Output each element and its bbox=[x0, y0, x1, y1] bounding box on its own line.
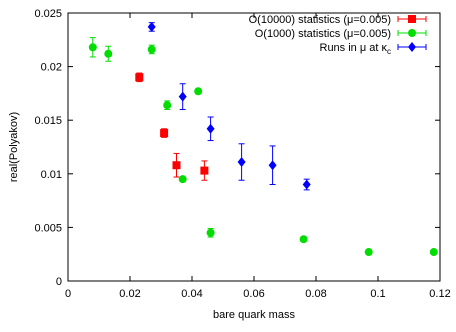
data-point bbox=[163, 101, 172, 110]
x-axis-label: bare quark mass bbox=[213, 309, 295, 321]
legend-label-o10000: O(10000) statistics (μ=0.005) bbox=[249, 14, 391, 26]
y-tick-label: 0.02 bbox=[41, 62, 62, 74]
legend-label-mu: μ bbox=[347, 14, 353, 26]
x-tick-label: 0 bbox=[65, 288, 71, 300]
data-point bbox=[429, 248, 438, 257]
x-tick-label: 0.08 bbox=[305, 288, 326, 300]
data-point bbox=[200, 166, 209, 175]
legend-swatch-o1000 bbox=[397, 29, 427, 37]
legend-entry-o1000: O(1000) statistics (μ=0.005) bbox=[255, 28, 427, 40]
data-point bbox=[206, 228, 215, 237]
y-tick-label: 0 bbox=[56, 276, 62, 288]
legend-label-main: Runs in bbox=[320, 42, 360, 54]
data-point bbox=[178, 175, 187, 184]
data-point bbox=[299, 235, 308, 244]
y-tick-label: 0.025 bbox=[34, 8, 62, 20]
legend-label-mid: at bbox=[366, 42, 381, 54]
legend-entry-runs: Runs in μ at κc bbox=[320, 42, 427, 56]
data-point bbox=[178, 91, 187, 102]
data-point bbox=[147, 21, 156, 32]
data-point bbox=[206, 123, 215, 134]
x-tick-label: 0.1 bbox=[370, 288, 385, 300]
data-point bbox=[135, 73, 144, 82]
data-point bbox=[268, 160, 277, 171]
x-tick-label: 0.12 bbox=[429, 288, 450, 300]
legend-label-tail: =0.005) bbox=[353, 14, 391, 26]
y-tick-label: 0.015 bbox=[34, 115, 62, 127]
legend-label-mu: μ bbox=[360, 42, 366, 54]
x-tick-label: 0.04 bbox=[181, 288, 202, 300]
data-point bbox=[172, 161, 181, 170]
series-square bbox=[135, 72, 209, 181]
legend-swatch-runs bbox=[397, 42, 427, 52]
legend-label-mu: μ bbox=[347, 28, 353, 40]
x-tick-label: 0.06 bbox=[243, 288, 264, 300]
legend-label-kappa: κ bbox=[382, 42, 388, 54]
data-point bbox=[237, 157, 246, 168]
data-point bbox=[302, 179, 311, 190]
data-point bbox=[160, 129, 169, 138]
legend-entry-o10000: O(10000) statistics (μ=0.005) bbox=[249, 14, 427, 26]
data-point bbox=[194, 87, 203, 96]
legend: O(10000) statistics (μ=0.005) O(1000) st… bbox=[249, 14, 427, 56]
series-circle bbox=[88, 37, 438, 257]
data-point bbox=[147, 45, 156, 54]
legend-label-main: O(10000) statistics ( bbox=[249, 14, 348, 26]
legend-marker bbox=[408, 42, 416, 52]
legend-label-sub: c bbox=[387, 47, 391, 56]
y-axis-label: real(Polyakov) bbox=[8, 112, 20, 182]
data-point bbox=[88, 43, 97, 52]
legend-label-main: O(1000) statistics ( bbox=[255, 28, 348, 40]
legend-label-runs: Runs in μ at κc bbox=[320, 42, 392, 56]
data-series bbox=[88, 21, 438, 257]
data-point bbox=[364, 248, 373, 257]
x-tick-label: 0.02 bbox=[119, 288, 140, 300]
legend-label-o1000: O(1000) statistics (μ=0.005) bbox=[255, 28, 391, 40]
data-point bbox=[104, 49, 113, 58]
y-tick-label: 0.005 bbox=[34, 222, 62, 234]
y-tick-label: 0.01 bbox=[41, 169, 62, 181]
legend-marker bbox=[408, 29, 416, 37]
legend-swatch-o10000 bbox=[397, 15, 427, 23]
legend-label-tail: =0.005) bbox=[353, 28, 391, 40]
x-axis: 0 0.02 0.04 0.06 0.08 0.1 0.12 bbox=[65, 13, 451, 300]
y-axis: 0 0.005 0.01 0.015 0.02 0.025 bbox=[34, 8, 440, 288]
series-diamond bbox=[147, 21, 311, 191]
legend-marker bbox=[408, 15, 416, 23]
